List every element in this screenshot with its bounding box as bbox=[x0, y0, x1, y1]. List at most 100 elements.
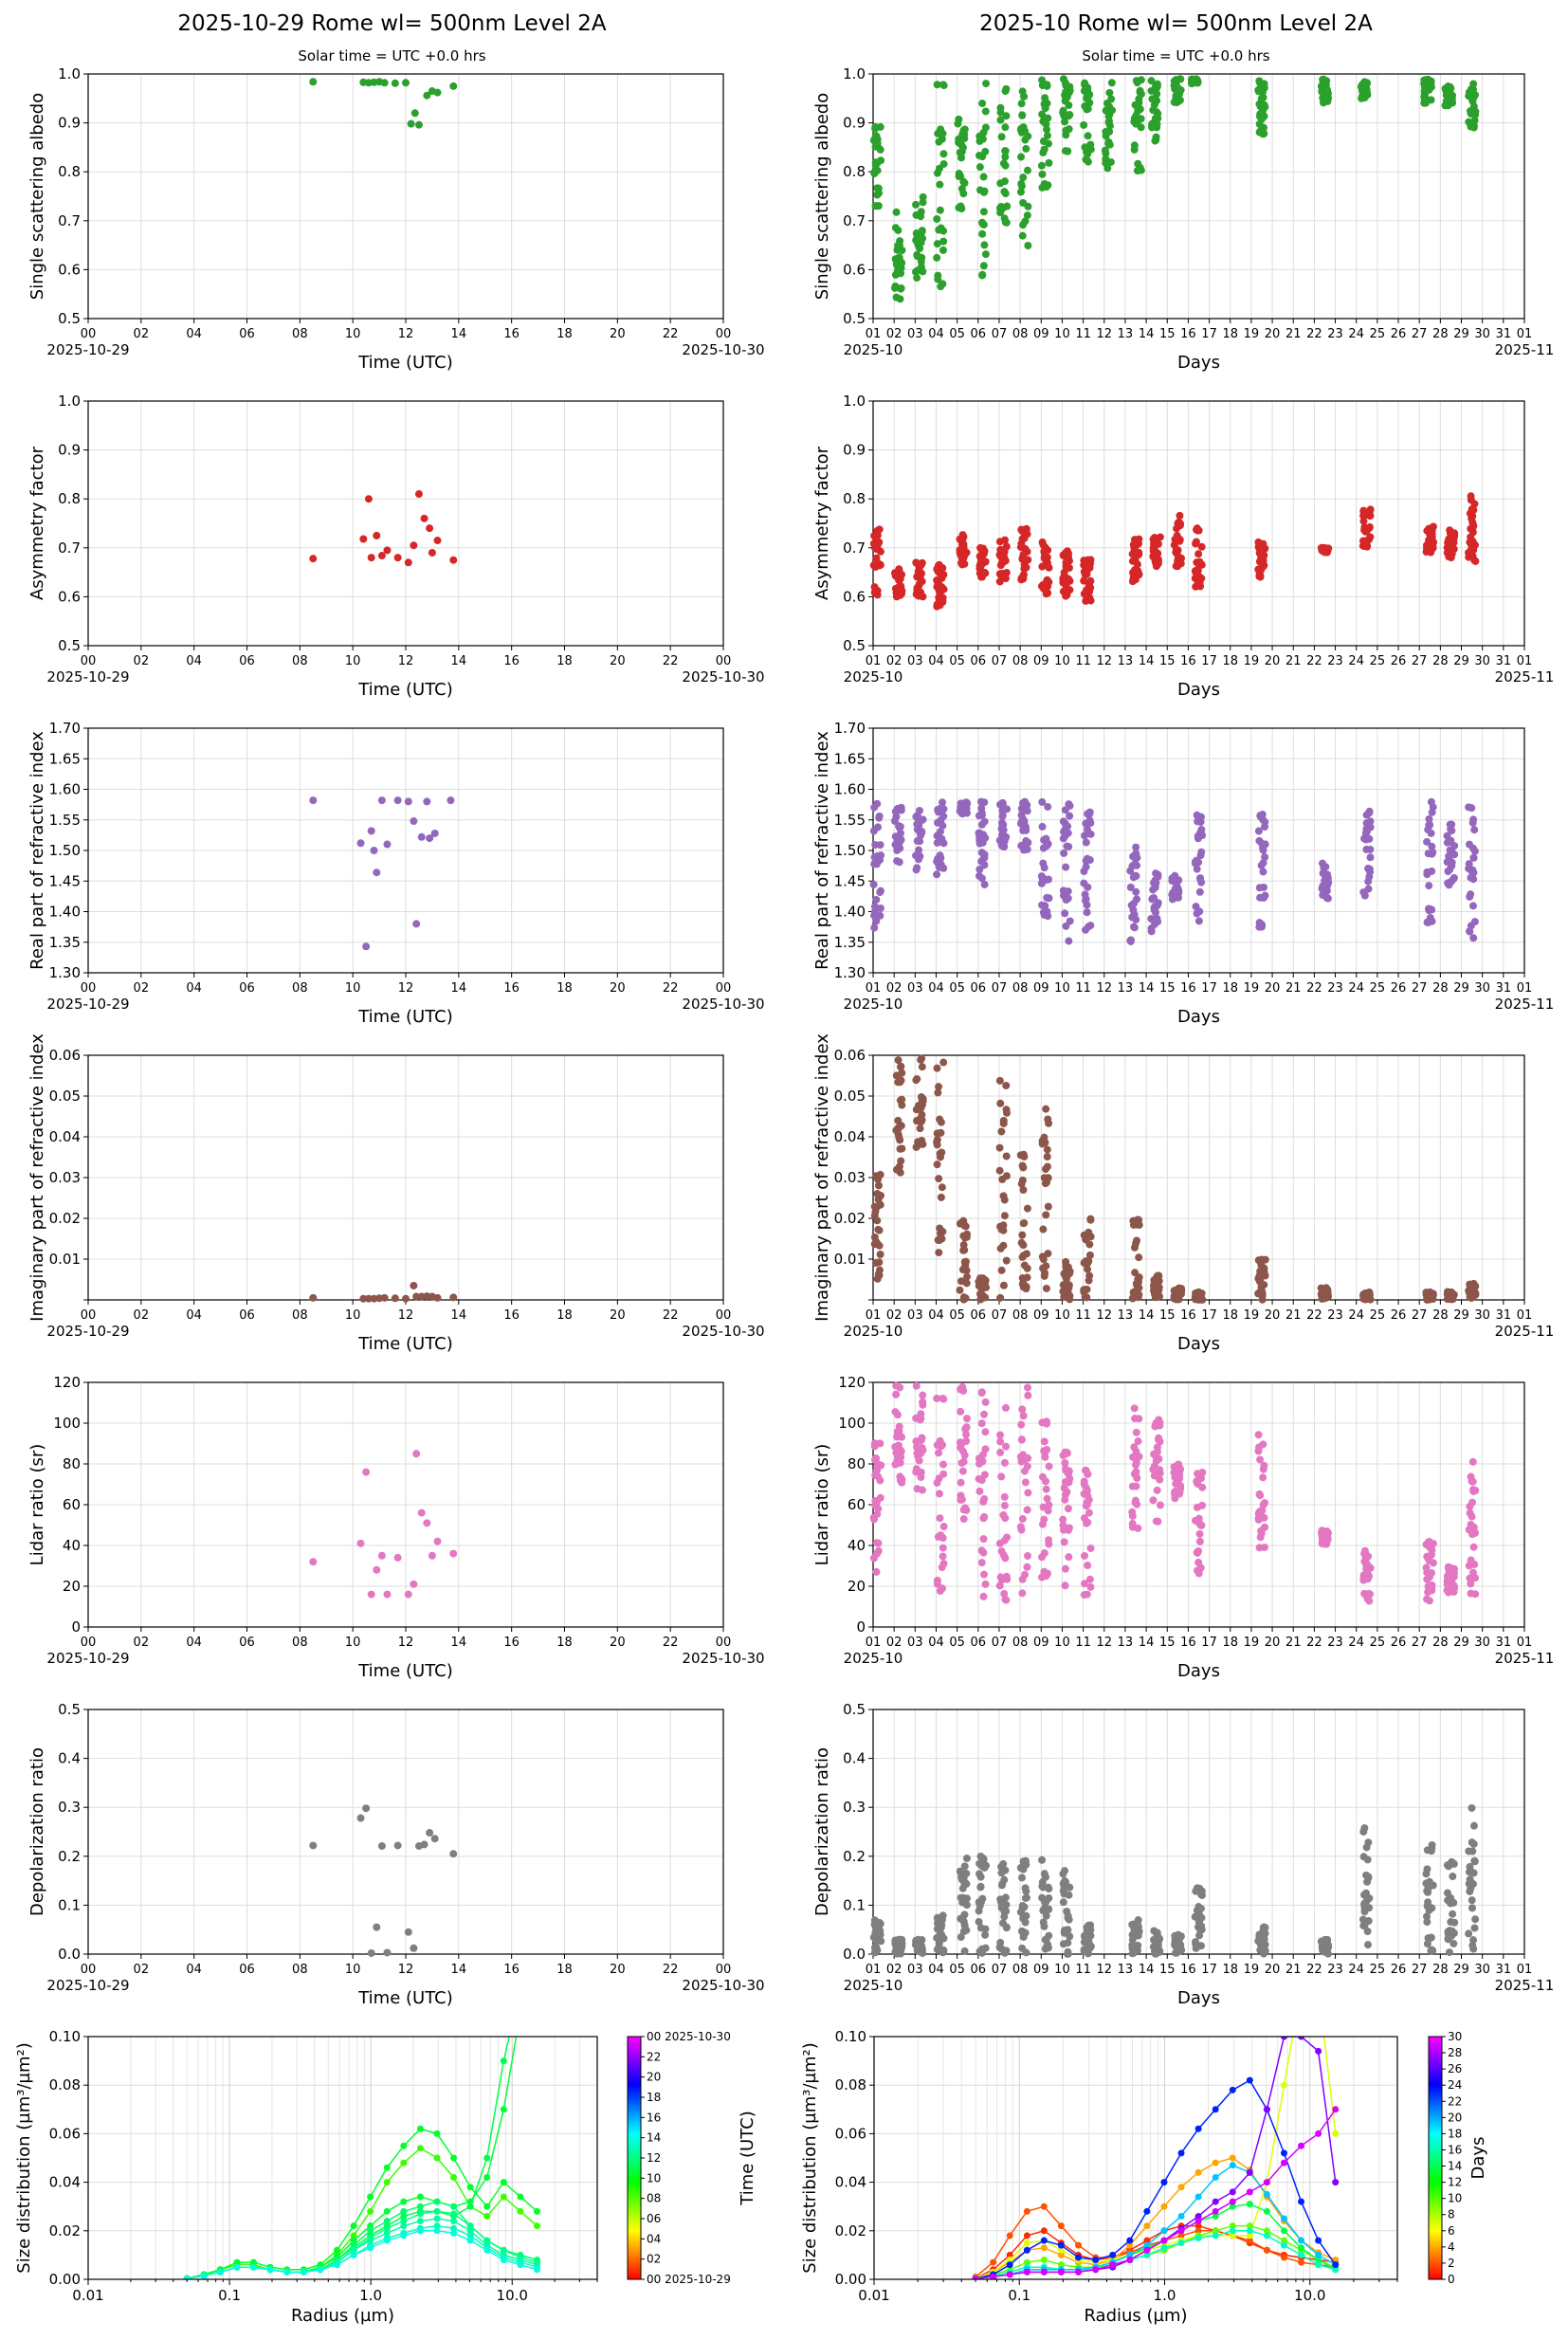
data-point bbox=[895, 566, 903, 575]
data-point bbox=[1131, 1415, 1140, 1423]
data-point bbox=[1023, 547, 1031, 556]
y-tick-label: 0.06 bbox=[49, 1047, 81, 1064]
data-point bbox=[1066, 917, 1074, 925]
x-tick-label: 14 bbox=[1139, 1963, 1155, 1977]
data-point bbox=[1321, 870, 1329, 879]
data-point bbox=[938, 798, 946, 807]
data-point bbox=[1002, 84, 1011, 93]
x-tick-label: 15 bbox=[1159, 1636, 1176, 1650]
data-point bbox=[449, 556, 458, 564]
data-point bbox=[1062, 592, 1070, 600]
data-point bbox=[1023, 1204, 1031, 1213]
data-point bbox=[1018, 1280, 1027, 1289]
x-tick-label: 11 bbox=[1075, 654, 1091, 668]
data-point bbox=[1041, 101, 1049, 109]
data-point bbox=[959, 1386, 968, 1395]
data-point bbox=[975, 871, 983, 880]
data-point bbox=[1061, 1458, 1069, 1467]
x-tick-label: 01 bbox=[1517, 1963, 1533, 1977]
x-tick-label: 18 bbox=[1222, 654, 1238, 668]
data-point bbox=[1082, 863, 1090, 871]
data-point bbox=[364, 1294, 373, 1303]
data-point bbox=[1084, 1935, 1092, 1944]
data-point bbox=[1171, 1487, 1179, 1495]
data-point bbox=[996, 1099, 1005, 1107]
data-point bbox=[976, 558, 985, 567]
x-tick-label: 24 bbox=[1348, 1636, 1364, 1650]
y-tick-label: 0.10 bbox=[835, 2028, 866, 2045]
x-tick-label: 14 bbox=[1139, 654, 1155, 668]
x-tick-label: 06 bbox=[971, 1636, 987, 1650]
x-tick-label: 22 bbox=[663, 1963, 679, 1977]
colorbar-tick-label: 10 bbox=[647, 2171, 661, 2185]
data-point bbox=[1043, 1153, 1051, 1161]
data-point bbox=[939, 1523, 948, 1531]
data-point bbox=[982, 80, 991, 88]
psd-point bbox=[416, 2145, 424, 2152]
data-point bbox=[1018, 111, 1027, 119]
psd-point bbox=[383, 2237, 391, 2244]
psd-point bbox=[233, 2263, 241, 2271]
data-point bbox=[1024, 241, 1032, 249]
data-point bbox=[934, 1533, 942, 1542]
data-point bbox=[978, 218, 987, 227]
data-point bbox=[393, 796, 402, 805]
data-point bbox=[894, 1078, 903, 1087]
data-point bbox=[957, 185, 966, 193]
x-tick-label: 06 bbox=[971, 327, 987, 341]
y-tick-label: 0.02 bbox=[49, 1210, 81, 1227]
data-point bbox=[1064, 1911, 1072, 1920]
data-point bbox=[876, 1493, 884, 1502]
psd-point bbox=[1057, 2222, 1065, 2230]
data-point bbox=[423, 1519, 431, 1527]
data-point bbox=[1045, 563, 1053, 572]
data-markers bbox=[309, 1281, 458, 1303]
data-point bbox=[1423, 1918, 1431, 1927]
data-point bbox=[999, 1241, 1008, 1250]
data-point bbox=[393, 1553, 402, 1562]
psd-point bbox=[383, 2179, 391, 2186]
data-point bbox=[1063, 842, 1071, 850]
data-point bbox=[1062, 1466, 1070, 1474]
x-tick-label: 08 bbox=[292, 1308, 308, 1323]
x-tick-label: 15 bbox=[1159, 654, 1176, 668]
data-point bbox=[1023, 801, 1031, 810]
data-point bbox=[893, 857, 902, 866]
data-point bbox=[410, 541, 418, 550]
data-point bbox=[1470, 1856, 1479, 1865]
data-point bbox=[1174, 1467, 1182, 1475]
x-tick-label: 29 bbox=[1453, 1963, 1469, 1977]
data-point bbox=[393, 554, 402, 562]
x-tick-label: 00 bbox=[716, 1308, 732, 1323]
data-point bbox=[1083, 908, 1091, 917]
data-point bbox=[873, 531, 882, 539]
data-point bbox=[939, 1948, 947, 1957]
data-point bbox=[896, 1144, 904, 1153]
data-point bbox=[938, 1563, 946, 1572]
data-point bbox=[1360, 1291, 1369, 1300]
data-point bbox=[1133, 102, 1141, 111]
plot-frame bbox=[872, 73, 1525, 320]
data-point bbox=[1040, 1567, 1048, 1576]
x-tick-label: 08 bbox=[1012, 981, 1029, 996]
data-point bbox=[897, 1062, 905, 1070]
data-point bbox=[1426, 1934, 1434, 1943]
data-point bbox=[939, 1552, 947, 1561]
data-point bbox=[979, 1570, 988, 1579]
psd-point bbox=[400, 2142, 408, 2149]
data-point bbox=[960, 125, 969, 134]
data-point bbox=[383, 546, 392, 555]
x-tick-label: 08 bbox=[292, 1963, 308, 1977]
data-point bbox=[1171, 1948, 1179, 1957]
data-point bbox=[1197, 813, 1206, 821]
x-tick-label: 20 bbox=[610, 1963, 626, 1977]
data-point bbox=[1023, 838, 1031, 847]
data-point bbox=[1082, 838, 1090, 847]
data-point bbox=[1066, 1883, 1074, 1892]
data-point bbox=[933, 1136, 941, 1144]
x-start-date: 2025-10 bbox=[844, 1323, 903, 1340]
data-point bbox=[890, 283, 899, 292]
psd-point bbox=[183, 2275, 191, 2279]
data-point bbox=[935, 1249, 943, 1257]
data-point bbox=[1194, 1923, 1202, 1931]
